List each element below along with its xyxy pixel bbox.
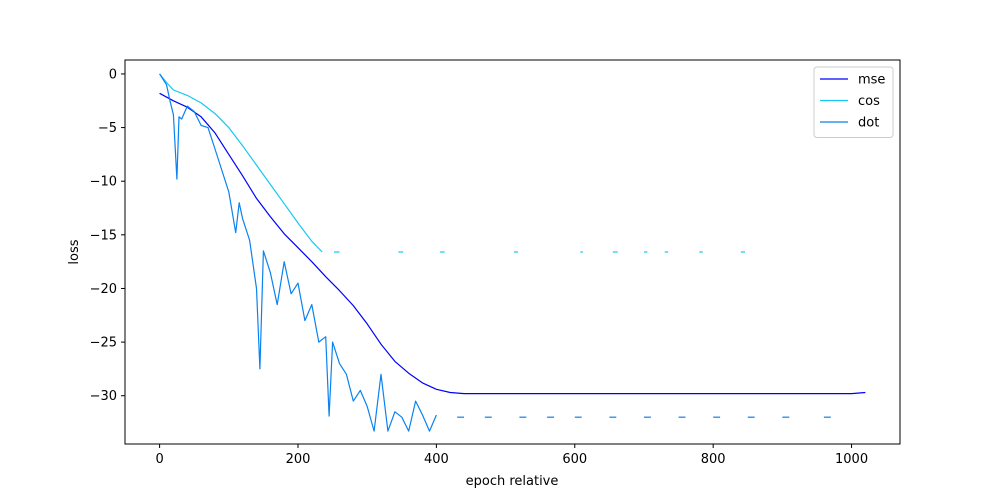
y-tick-label: −30 bbox=[90, 389, 117, 404]
legend-label-mse: mse bbox=[858, 73, 885, 88]
y-tick-label: 0 bbox=[109, 67, 117, 82]
legend-label-cos: cos bbox=[858, 94, 880, 109]
y-tick-label: −20 bbox=[90, 282, 117, 297]
x-tick-label: 0 bbox=[155, 452, 163, 467]
x-axis-label: epoch relative bbox=[466, 474, 559, 489]
x-tick-label: 800 bbox=[701, 452, 726, 467]
y-tick-label: −25 bbox=[90, 336, 117, 351]
x-tick-label: 1000 bbox=[835, 452, 868, 467]
x-tick-label: 200 bbox=[286, 452, 311, 467]
series-line-cos bbox=[159, 73, 323, 253]
legend-box bbox=[813, 66, 894, 138]
y-tick-label: −15 bbox=[90, 228, 117, 243]
x-tick-label: 400 bbox=[424, 452, 449, 467]
series-line-mse bbox=[159, 92, 866, 395]
y-tick-label: −5 bbox=[98, 121, 117, 136]
series-line-dot bbox=[159, 73, 437, 432]
y-tick-label: −10 bbox=[90, 175, 117, 190]
x-tick-label: 600 bbox=[562, 452, 587, 467]
legend: mse cos dot bbox=[813, 66, 894, 138]
x-axis: 0 200 400 600 800 1000 bbox=[155, 444, 868, 467]
legend-label-dot: dot bbox=[858, 116, 879, 131]
y-axis: 0 −5 −10 −15 −20 −25 −30 bbox=[90, 67, 125, 404]
plot-area bbox=[159, 73, 866, 432]
axes-frame bbox=[124, 59, 901, 445]
y-axis-label: loss bbox=[67, 239, 82, 264]
